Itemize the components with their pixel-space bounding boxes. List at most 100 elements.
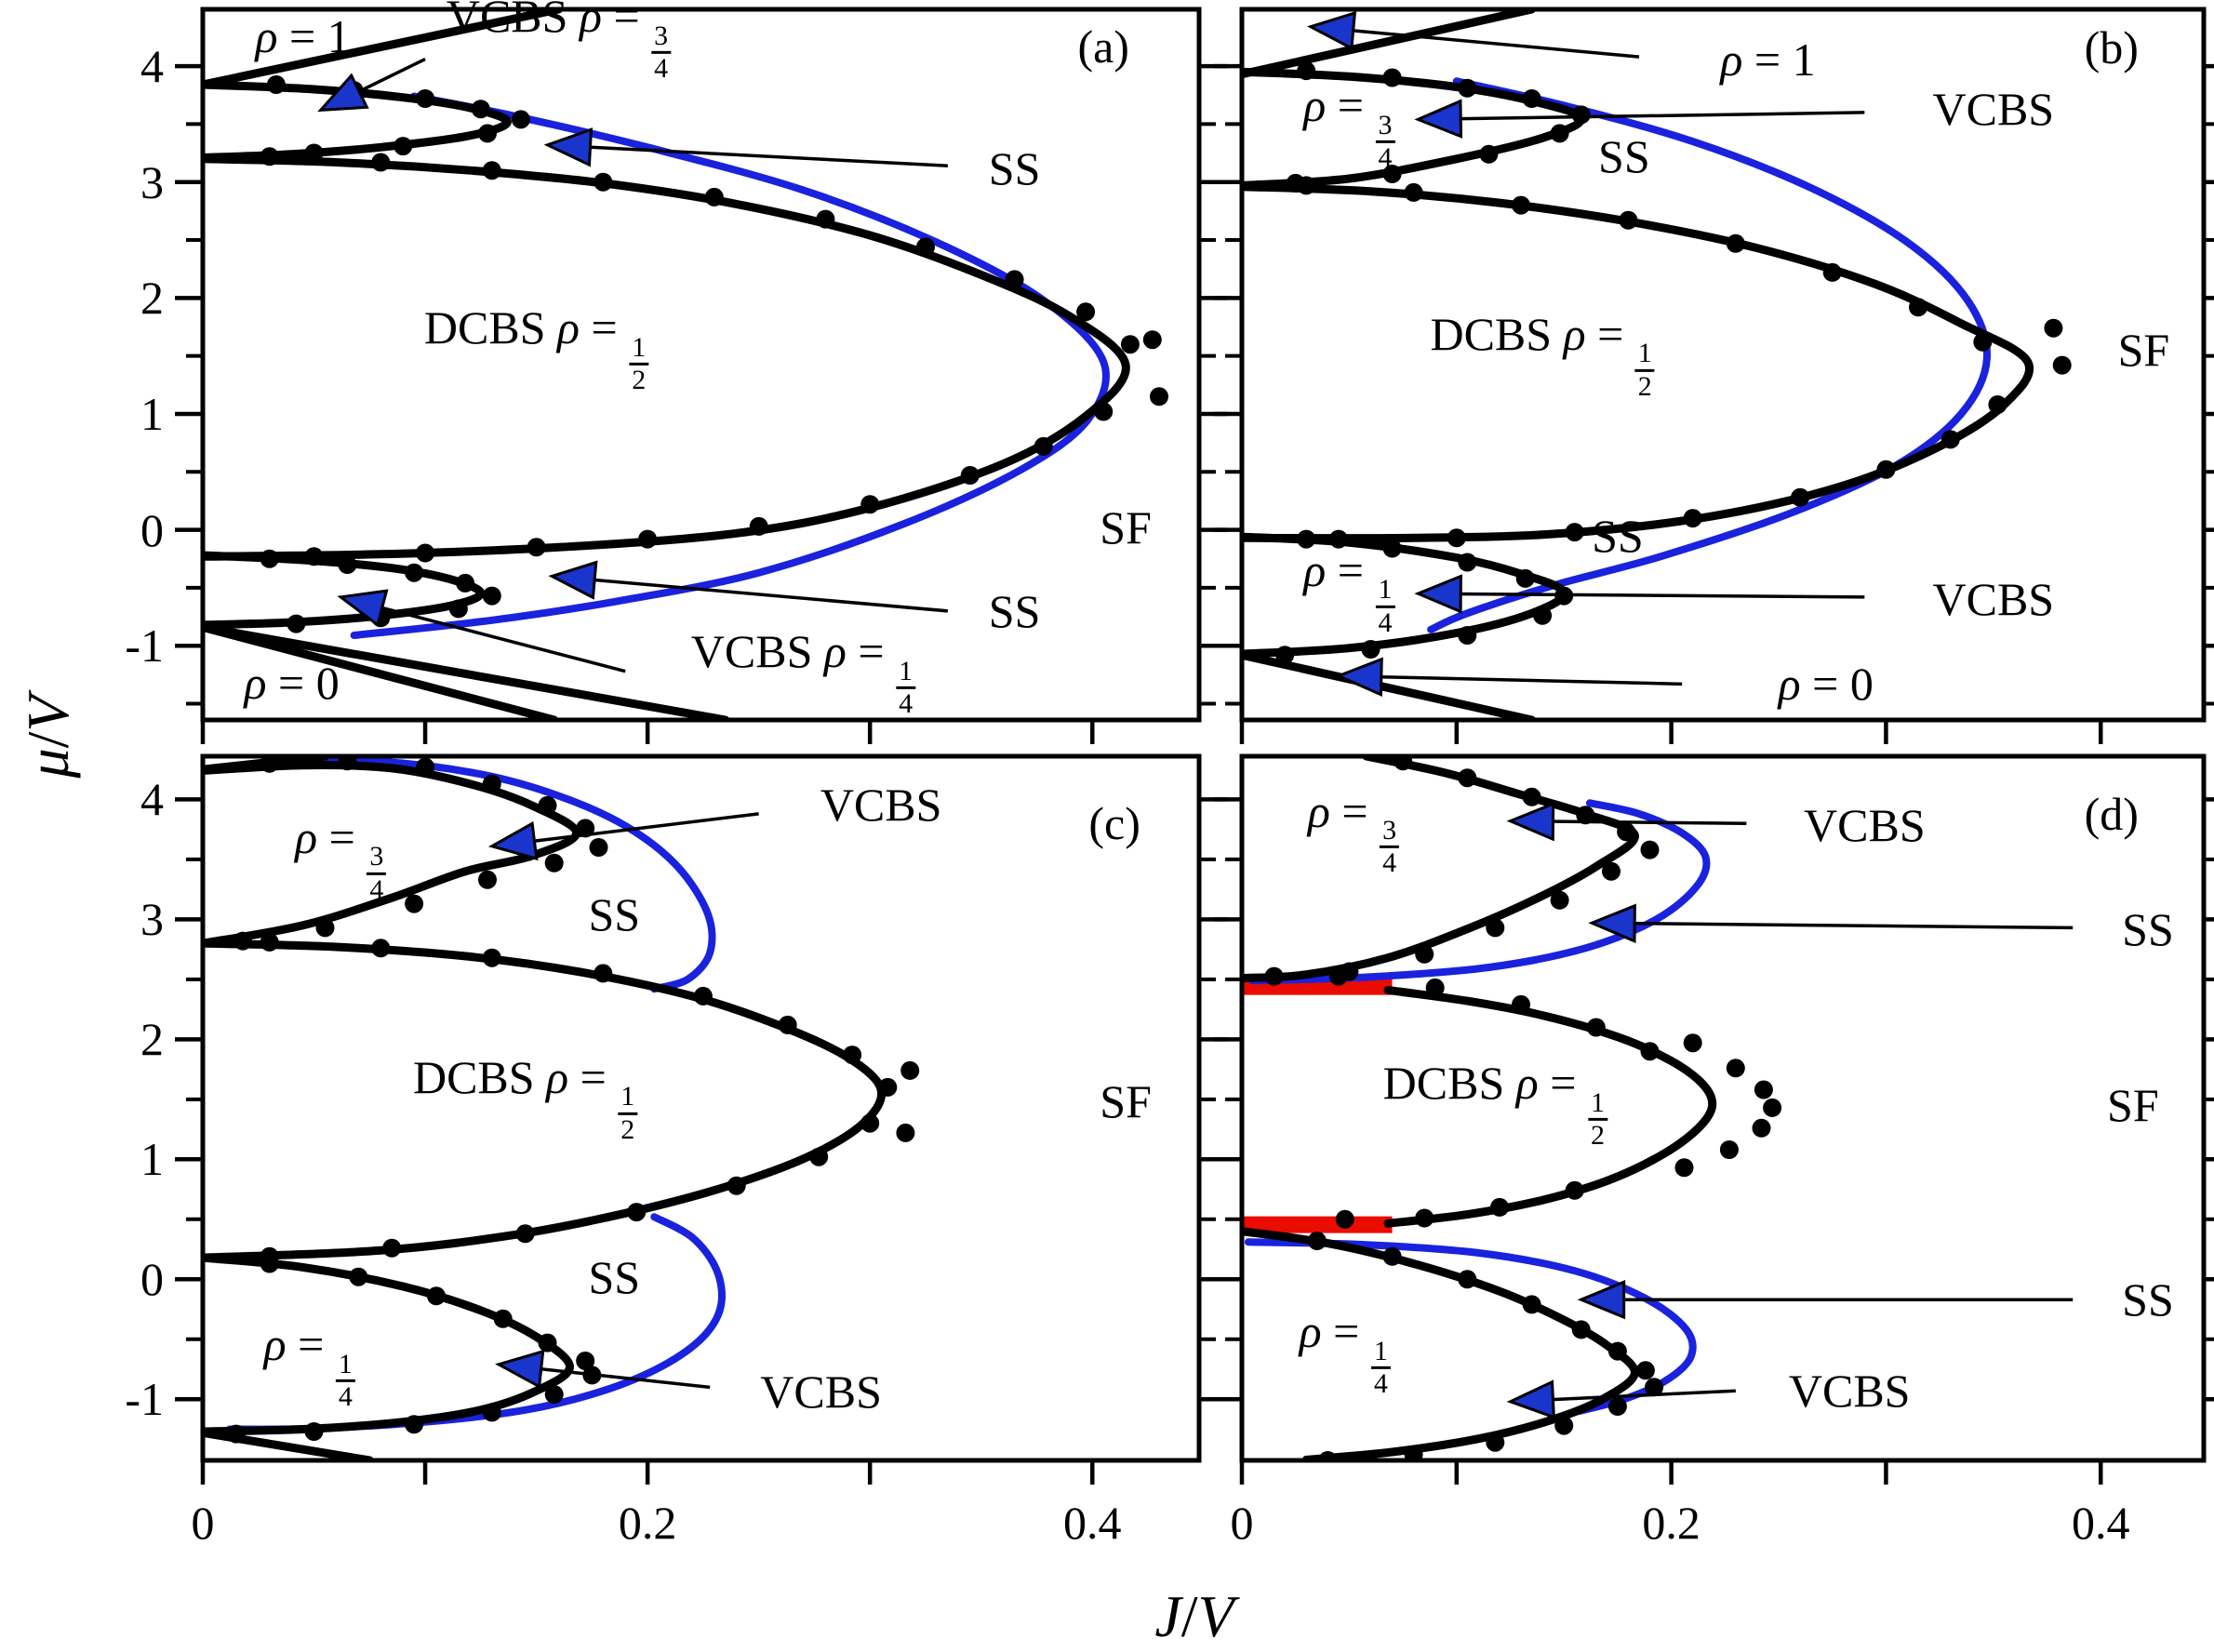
d-arrow-to-ss-lower	[1577, 1279, 2074, 1320]
data-point	[727, 1176, 746, 1195]
arrow-shaft	[584, 145, 948, 168]
data-point	[1076, 302, 1096, 322]
panel-a-label-sf: SF	[1100, 501, 1152, 554]
data-point	[416, 757, 435, 777]
data-point	[1264, 966, 1284, 986]
y-tick-label-bottom--1: -1	[125, 1373, 164, 1426]
data-point	[749, 516, 768, 536]
y-tick-label-bottom-2: 2	[140, 1013, 164, 1066]
data-point	[416, 543, 435, 563]
data-point	[405, 563, 424, 582]
arrow-head	[1414, 99, 1463, 139]
arrow-shaft	[1547, 819, 1747, 825]
data-point	[393, 137, 413, 156]
y-tick-label-top-1: 1	[140, 387, 164, 440]
data-point	[456, 573, 475, 593]
arrow-head	[543, 127, 594, 167]
y-tick-label-bottom-4: 4	[140, 773, 164, 826]
data-point	[1515, 568, 1535, 588]
arrow-head	[1588, 903, 1636, 943]
panel-d	[1214, 753, 2214, 1485]
data-point	[1617, 822, 1636, 842]
arrow-shaft	[528, 812, 759, 844]
panel-c-label-panel-letter: (c)	[1088, 797, 1140, 850]
data-point	[1447, 528, 1466, 548]
panel-d-border	[1239, 753, 2207, 1463]
data-point	[1635, 1361, 1655, 1380]
a-qmc-data-points	[260, 75, 1168, 633]
data-point	[371, 153, 391, 172]
data-point	[1335, 1209, 1354, 1229]
y-tick-label-bottom-3: 3	[140, 893, 164, 946]
data-point	[371, 939, 391, 958]
data-point	[482, 586, 501, 606]
data-point	[1458, 78, 1477, 98]
panel-b-label-sf: SF	[2117, 324, 2170, 377]
data-point	[1425, 978, 1445, 997]
data-point	[1941, 430, 1960, 449]
panel-c-border	[200, 753, 1202, 1463]
arrow-shaft	[589, 578, 949, 613]
a-arrow-to-ss-lower	[548, 560, 949, 613]
data-point	[1486, 1432, 1505, 1452]
panel-b-label-vcbs-upper: VCBS	[1932, 83, 2055, 136]
data-point	[1640, 840, 1660, 859]
d-arrow-to-vcbs-lower	[1506, 1379, 1736, 1419]
data-point	[1486, 918, 1505, 938]
data-point	[1307, 1232, 1327, 1250]
panel-a-label-ss-lower: SS	[988, 584, 1041, 637]
arrow-head	[337, 589, 389, 628]
panel-b-label-ss-upper: SS	[1598, 130, 1650, 183]
panel-d-label-vcbs-upper: VCBS	[1804, 798, 1926, 851]
data-point	[816, 209, 835, 229]
y-tick-label-top--1: -1	[125, 620, 164, 673]
arrow-head	[1577, 1279, 1626, 1320]
x-tick-label-right-0.2: 0.2	[1642, 1497, 1701, 1549]
y-tick-label-top-2: 2	[140, 272, 164, 325]
y-tick-label-top-4: 4	[140, 40, 164, 93]
panel-a-background	[203, 9, 1199, 720]
data-point	[1297, 176, 1316, 195]
data-point	[482, 1403, 501, 1422]
y-tick-label-bottom-0: 0	[140, 1253, 164, 1306]
b-rho1-boundary-line	[1242, 9, 1537, 79]
data-point	[226, 1424, 246, 1444]
data-point	[896, 1123, 915, 1142]
data-point	[260, 756, 279, 773]
panel-c-content	[203, 756, 920, 1460]
arrow-head	[317, 73, 369, 113]
arrow-shaft	[1375, 674, 1683, 686]
panel-d-label-vcbs-lower: VCBS	[1788, 1365, 1911, 1418]
data-point	[1382, 1246, 1402, 1266]
data-point	[594, 172, 613, 192]
data-point	[809, 1147, 829, 1166]
data-point	[1674, 1158, 1694, 1178]
data-point	[338, 756, 357, 771]
arrow-head	[1414, 574, 1462, 614]
data-point	[916, 237, 935, 257]
data-point	[1752, 1118, 1771, 1138]
panel-a	[175, 7, 1227, 744]
data-point	[1550, 124, 1569, 143]
arrow-shaft	[1455, 592, 1865, 599]
panel-a-label-panel-letter: (a)	[1077, 20, 1129, 73]
d-arrow-to-vcbs-upper	[1506, 801, 1747, 842]
arrow-shaft	[1347, 28, 1640, 59]
x-tick-label-right-0.4: 0.4	[2071, 1497, 2130, 1549]
data-point	[260, 549, 279, 568]
data-point	[1533, 606, 1553, 625]
data-point	[527, 538, 546, 557]
a-arrow-to-vcbs-1-4	[337, 589, 626, 673]
data-point	[515, 1224, 535, 1244]
d-vcbs-3-4-lobe	[1242, 756, 1639, 983]
panel-a-label-rho-1: ρ = 1	[255, 9, 351, 62]
